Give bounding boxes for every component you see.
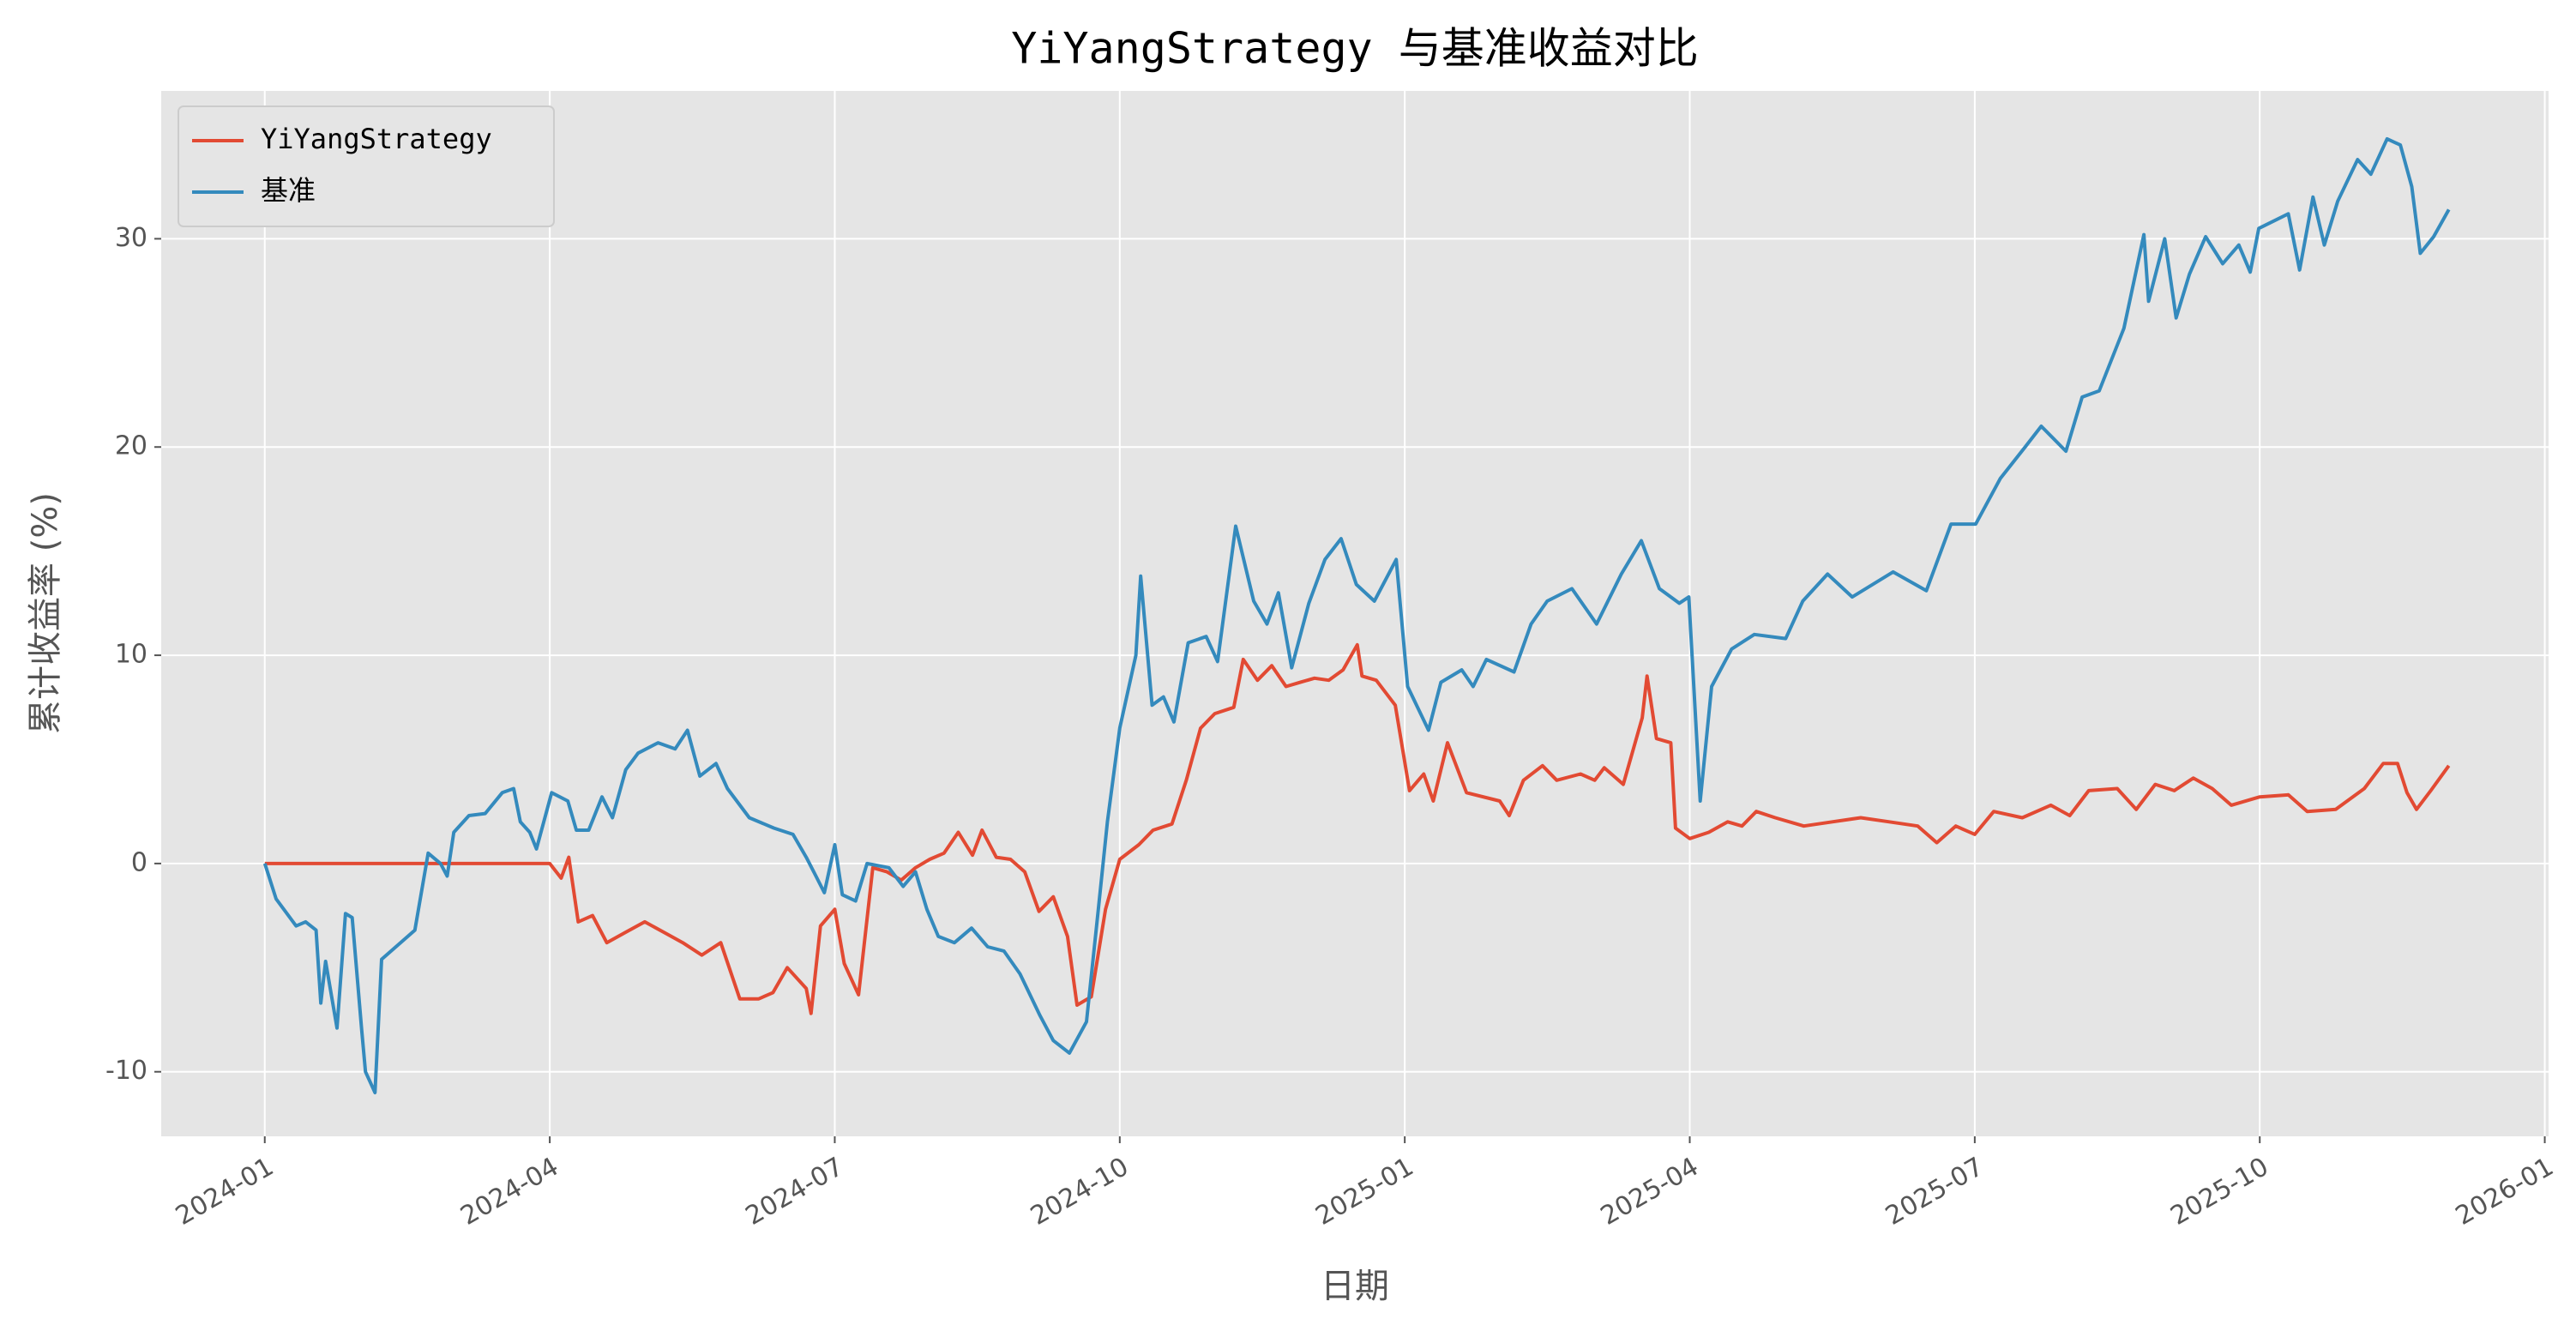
legend-label: YiYangStrategy (261, 123, 492, 155)
y-tick-label: 30 (115, 223, 147, 253)
x-tick-label: 2025-10 (2165, 1152, 2273, 1232)
series-line (264, 642, 2451, 1015)
y-axis-label: 累计收益率 (%) (26, 492, 65, 734)
chart-title: YiYangStrategy 与基准收益对比 (1011, 24, 1699, 74)
legend-label: 基准 (261, 174, 316, 207)
x-tick-label: 2025-07 (1881, 1152, 1989, 1232)
x-tick-label: 2025-01 (1310, 1152, 1418, 1232)
legend-box (178, 105, 555, 227)
x-tick-label: 2024-04 (455, 1152, 563, 1232)
x-axis-label: 日期 (1321, 1267, 1389, 1306)
y-tick-label: 10 (115, 640, 147, 670)
x-tick-label: 2026-01 (2451, 1152, 2559, 1232)
x-tick-label: 2025-04 (1596, 1152, 1704, 1232)
y-tick-label: 20 (115, 431, 147, 461)
y-tick-label: -10 (105, 1056, 147, 1086)
series-line (262, 136, 2451, 1094)
plot-area (161, 91, 2549, 1136)
y-tick-label: 0 (131, 847, 147, 877)
x-tick-label: 2024-10 (1026, 1152, 1134, 1232)
x-tick-label: 2024-07 (741, 1152, 849, 1232)
x-tick-label: 2024-01 (171, 1152, 279, 1232)
